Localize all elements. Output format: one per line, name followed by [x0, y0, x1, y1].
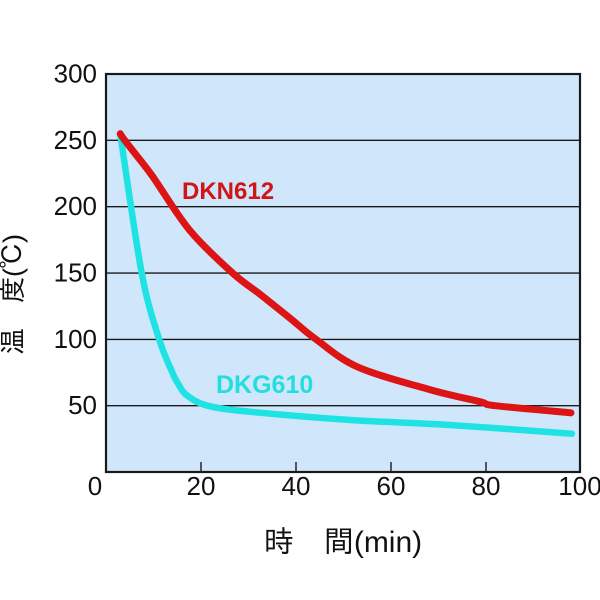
svg-text:200: 200 — [54, 191, 97, 221]
svg-text:300: 300 — [54, 59, 97, 89]
svg-text:0: 0 — [88, 471, 102, 501]
svg-text:時 間(min): 時 間(min) — [264, 526, 422, 559]
svg-text:250: 250 — [54, 125, 97, 155]
svg-text:DKN612: DKN612 — [182, 178, 274, 205]
svg-text:40: 40 — [282, 471, 311, 501]
svg-text:50: 50 — [68, 390, 97, 420]
svg-text:100: 100 — [558, 471, 600, 501]
svg-text:80: 80 — [472, 471, 501, 501]
svg-text:60: 60 — [377, 471, 406, 501]
svg-text:100: 100 — [54, 324, 97, 354]
svg-text:DKG610: DKG610 — [216, 371, 313, 399]
svg-text:20: 20 — [187, 471, 216, 501]
svg-text:150: 150 — [54, 258, 97, 288]
